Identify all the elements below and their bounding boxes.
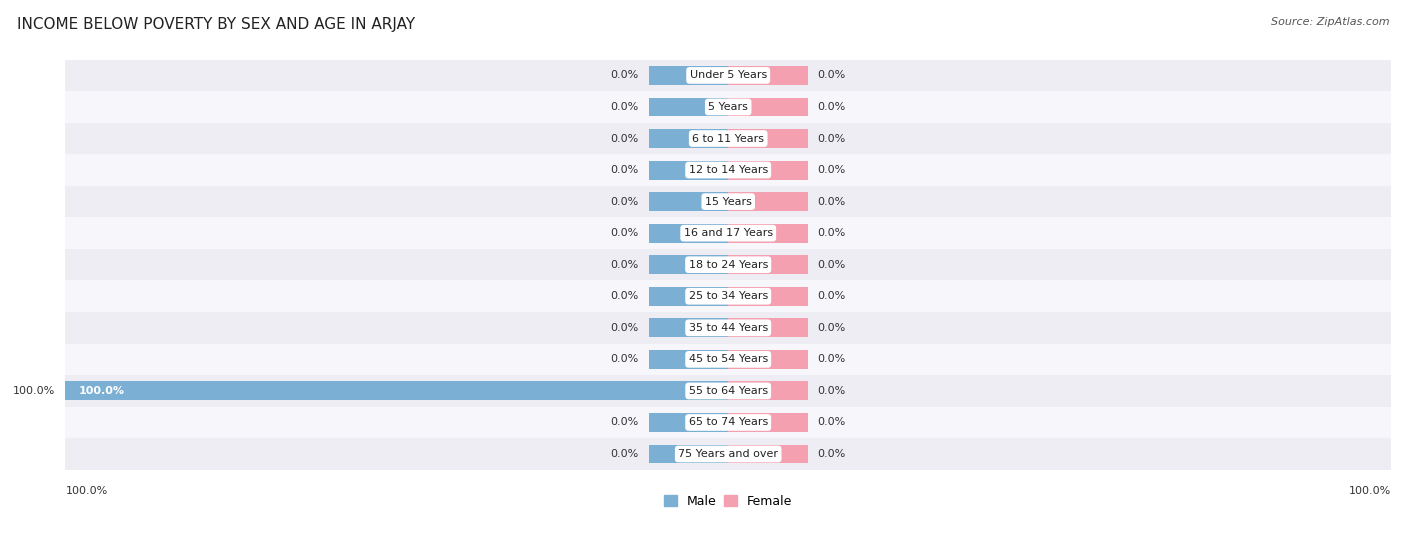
Bar [728, 129, 807, 148]
Text: 100.0%: 100.0% [79, 386, 125, 396]
Bar [66, 186, 1391, 218]
Text: 100.0%: 100.0% [13, 386, 55, 396]
Bar [728, 224, 807, 243]
Text: 0.0%: 0.0% [610, 70, 638, 80]
Bar [66, 60, 1391, 91]
Text: 18 to 24 Years: 18 to 24 Years [689, 259, 768, 270]
Bar [728, 319, 807, 337]
Bar [648, 129, 728, 148]
Text: 0.0%: 0.0% [610, 165, 638, 175]
Bar [648, 161, 728, 180]
Text: 0.0%: 0.0% [610, 133, 638, 143]
Text: 6 to 11 Years: 6 to 11 Years [692, 133, 765, 143]
Text: 0.0%: 0.0% [818, 386, 846, 396]
Text: 35 to 44 Years: 35 to 44 Years [689, 323, 768, 333]
Text: 0.0%: 0.0% [610, 449, 638, 459]
Text: 0.0%: 0.0% [818, 196, 846, 206]
Bar [66, 407, 1391, 438]
Text: 12 to 14 Years: 12 to 14 Years [689, 165, 768, 175]
Text: 0.0%: 0.0% [610, 323, 638, 333]
Bar [728, 66, 807, 85]
Text: 0.0%: 0.0% [818, 354, 846, 364]
Bar [728, 255, 807, 274]
Bar [728, 287, 807, 306]
Bar [66, 249, 1391, 281]
Bar [66, 312, 1391, 344]
Text: 0.0%: 0.0% [818, 133, 846, 143]
Text: 0.0%: 0.0% [818, 228, 846, 238]
Text: 100.0%: 100.0% [1348, 485, 1391, 496]
Text: 0.0%: 0.0% [610, 291, 638, 301]
Bar [648, 192, 728, 211]
Bar [728, 445, 807, 464]
Text: 0.0%: 0.0% [610, 228, 638, 238]
Bar [728, 350, 807, 369]
Bar [648, 445, 728, 464]
Bar [66, 281, 1391, 312]
Bar [66, 382, 728, 401]
Bar [66, 218, 1391, 249]
Text: 15 Years: 15 Years [704, 196, 752, 206]
Bar [728, 413, 807, 432]
Bar [66, 155, 1391, 186]
Bar [648, 319, 728, 337]
Text: 0.0%: 0.0% [818, 165, 846, 175]
Bar [66, 438, 1391, 470]
Bar [648, 224, 728, 243]
Text: 55 to 64 Years: 55 to 64 Years [689, 386, 768, 396]
Text: 0.0%: 0.0% [818, 449, 846, 459]
Text: 0.0%: 0.0% [818, 323, 846, 333]
Text: Under 5 Years: Under 5 Years [689, 70, 766, 80]
Text: 0.0%: 0.0% [610, 417, 638, 427]
Text: 0.0%: 0.0% [818, 70, 846, 80]
Bar [648, 98, 728, 117]
Bar [648, 255, 728, 274]
Bar [648, 350, 728, 369]
Text: 75 Years and over: 75 Years and over [678, 449, 778, 459]
Bar [728, 192, 807, 211]
Text: 0.0%: 0.0% [610, 354, 638, 364]
Bar [66, 375, 1391, 407]
Bar [66, 91, 1391, 123]
Legend: Male, Female: Male, Female [659, 490, 797, 513]
Text: 25 to 34 Years: 25 to 34 Years [689, 291, 768, 301]
Text: 16 and 17 Years: 16 and 17 Years [683, 228, 773, 238]
Bar [728, 161, 807, 180]
Text: Source: ZipAtlas.com: Source: ZipAtlas.com [1271, 17, 1389, 27]
Text: 0.0%: 0.0% [818, 259, 846, 270]
Bar [648, 287, 728, 306]
Bar [728, 98, 807, 117]
Bar [648, 66, 728, 85]
Text: INCOME BELOW POVERTY BY SEX AND AGE IN ARJAY: INCOME BELOW POVERTY BY SEX AND AGE IN A… [17, 17, 415, 32]
Text: 0.0%: 0.0% [610, 102, 638, 112]
Text: 0.0%: 0.0% [610, 259, 638, 270]
Text: 100.0%: 100.0% [66, 485, 108, 496]
Bar [66, 123, 1391, 155]
Text: 65 to 74 Years: 65 to 74 Years [689, 417, 768, 427]
Text: 45 to 54 Years: 45 to 54 Years [689, 354, 768, 364]
Bar [728, 382, 807, 401]
Bar [648, 413, 728, 432]
Bar [66, 344, 1391, 375]
Text: 0.0%: 0.0% [610, 196, 638, 206]
Text: 5 Years: 5 Years [709, 102, 748, 112]
Text: 0.0%: 0.0% [818, 102, 846, 112]
Text: 0.0%: 0.0% [818, 291, 846, 301]
Text: 0.0%: 0.0% [818, 417, 846, 427]
